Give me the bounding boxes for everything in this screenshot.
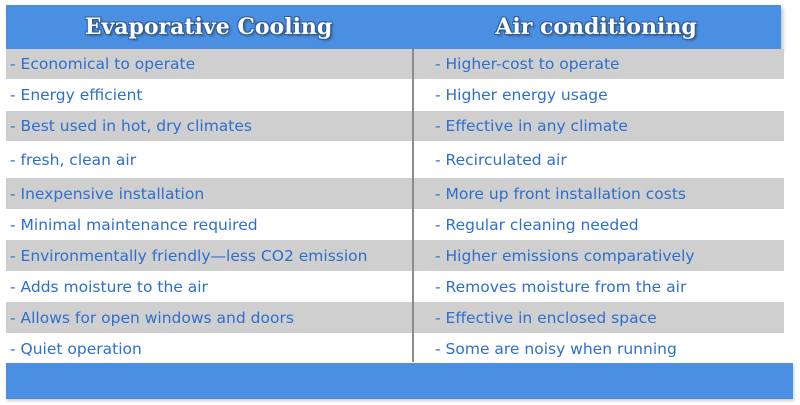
table-row: - Inexpensive installation - More up fro…: [6, 178, 784, 209]
evaporative-cell: - Allows for open windows and doors: [10, 308, 294, 327]
table-row: - Quiet operation - Some are noisy when …: [6, 333, 784, 364]
table-row: - Minimal maintenance required - Regular…: [6, 209, 784, 240]
ac-cell: - Effective in enclosed space: [435, 308, 657, 327]
evaporative-cell: - Economical to operate: [10, 55, 196, 73]
evaporative-cell: - fresh, clean air: [10, 150, 137, 169]
header-air-conditioning: Air conditioning: [495, 14, 697, 40]
evaporative-cell: - Quiet operation: [10, 339, 142, 358]
table-row: - Adds moisture to the air - Removes moi…: [6, 271, 784, 302]
ac-cell: - Effective in any climate: [435, 117, 628, 135]
table-row: - Environmentally friendly—less CO2 emis…: [6, 240, 784, 271]
table-header: Evaporative Cooling Air conditioning: [6, 5, 781, 49]
table-row: - fresh, clean air - Recirculated air: [6, 141, 784, 178]
column-divider: [412, 49, 414, 362]
ac-cell: - Higher-cost to operate: [435, 55, 620, 73]
evaporative-cell: - Inexpensive installation: [10, 184, 205, 203]
table-row: - Energy efficient - Higher energy usage: [6, 79, 784, 111]
ac-cell: - More up front installation costs: [435, 184, 687, 203]
evaporative-cell: - Minimal maintenance required: [10, 215, 258, 234]
evaporative-cell: - Energy efficient: [10, 86, 143, 104]
header-evaporative-cooling: Evaporative Cooling: [84, 14, 333, 40]
table-body: - Economical to operate - Higher-cost to…: [6, 49, 784, 364]
table-footer-bar: [6, 363, 793, 399]
ac-cell: - Removes moisture from the air: [435, 277, 687, 296]
evaporative-cell: - Environmentally friendly—less CO2 emis…: [10, 246, 368, 265]
table-row: - Best used in hot, dry climates - Effec…: [6, 111, 784, 141]
ac-cell: - Higher energy usage: [435, 86, 608, 104]
table-row: - Allows for open windows and doors - Ef…: [6, 302, 784, 333]
evaporative-cell: - Adds moisture to the air: [10, 277, 208, 296]
ac-cell: - Recirculated air: [435, 150, 567, 169]
ac-cell: - Some are noisy when running: [435, 339, 677, 358]
ac-cell: - Regular cleaning needed: [435, 215, 639, 234]
table-row: - Economical to operate - Higher-cost to…: [6, 49, 784, 79]
evaporative-cell: - Best used in hot, dry climates: [10, 117, 252, 135]
ac-cell: - Higher emissions comparatively: [435, 246, 695, 265]
